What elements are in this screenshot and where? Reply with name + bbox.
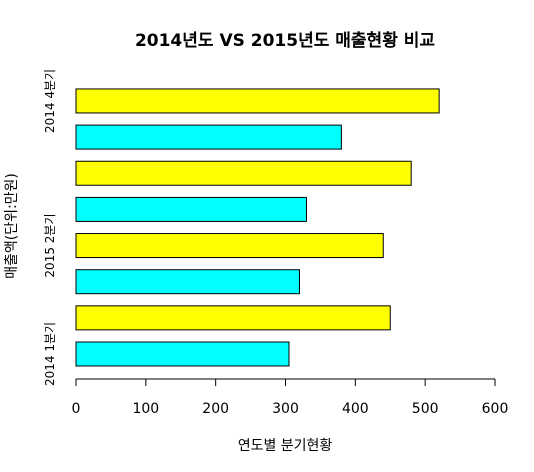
- bar-5: [75, 196, 307, 222]
- x-tick-label: 400: [342, 401, 369, 417]
- x-axis-label: 연도별 분기현황: [238, 438, 333, 454]
- x-tick-label: 0: [72, 401, 81, 417]
- x-axis: 0 100 200 300 400 500 600: [72, 378, 509, 417]
- x-tick-label: 600: [482, 401, 509, 417]
- y-axis-label: 매출액(단위:만원): [4, 173, 20, 279]
- x-tick-label: 100: [132, 401, 159, 417]
- x-tick-label: 500: [412, 401, 439, 417]
- bars-layer: [75, 88, 440, 367]
- category-label: 2014 4분기: [43, 69, 57, 133]
- bar-3: [75, 269, 300, 295]
- bar-2: [75, 305, 391, 331]
- chart-title: 2014년도 VS 2015년도 매출현황 비교: [135, 31, 435, 51]
- bar-4: [75, 233, 384, 259]
- bar-8: [75, 88, 440, 114]
- category-labels: 2014 1분기 2015 2분기 2014 4분기: [43, 69, 57, 386]
- x-tick-label: 300: [272, 401, 299, 417]
- bar-7: [75, 124, 342, 150]
- bar-6: [75, 160, 412, 186]
- x-tick-label: 200: [202, 401, 229, 417]
- category-label: 2015 2분기: [43, 214, 57, 278]
- bar-1: [75, 341, 290, 367]
- category-label: 2014 1분기: [43, 322, 57, 386]
